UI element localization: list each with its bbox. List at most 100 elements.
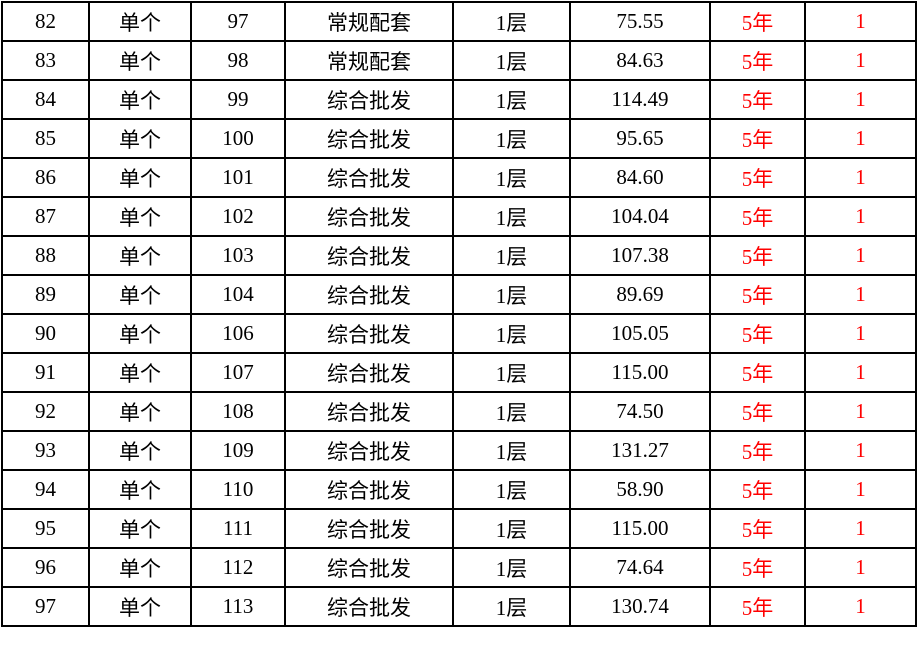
cell-area: 114.49 [569, 79, 711, 120]
cell-use: 综合批发 [284, 547, 454, 588]
cell-qty: 1 [804, 469, 917, 510]
cell-use: 综合批发 [284, 391, 454, 432]
cell-type: 单个 [88, 40, 192, 81]
cell-use: 综合批发 [284, 586, 454, 627]
table-row: 92 单个 108 综合批发 1层 74.50 5年 1 [1, 391, 917, 432]
table-row: 85 单个 100 综合批发 1层 95.65 5年 1 [1, 118, 917, 159]
cell-qty: 1 [804, 1, 917, 42]
cell-floor: 1层 [452, 352, 571, 393]
table-row: 97 单个 113 综合批发 1层 130.74 5年 1 [1, 586, 917, 627]
cell-qty: 1 [804, 508, 917, 549]
cell-term: 5年 [709, 157, 806, 198]
cell-unit: 106 [190, 313, 286, 354]
table-row: 87 单个 102 综合批发 1层 104.04 5年 1 [1, 196, 917, 237]
table-row: 86 单个 101 综合批发 1层 84.60 5年 1 [1, 157, 917, 198]
cell-use: 综合批发 [284, 157, 454, 198]
cell-term: 5年 [709, 586, 806, 627]
cell-floor: 1层 [452, 118, 571, 159]
cell-use: 综合批发 [284, 235, 454, 276]
cell-area: 104.04 [569, 196, 711, 237]
table-row: 96 单个 112 综合批发 1层 74.64 5年 1 [1, 547, 917, 588]
table-row: 88 单个 103 综合批发 1层 107.38 5年 1 [1, 235, 917, 276]
cell-term: 5年 [709, 547, 806, 588]
cell-floor: 1层 [452, 1, 571, 42]
cell-no: 93 [1, 430, 90, 471]
cell-floor: 1层 [452, 430, 571, 471]
cell-term: 5年 [709, 235, 806, 276]
cell-qty: 1 [804, 547, 917, 588]
cell-unit: 111 [190, 508, 286, 549]
cell-unit: 107 [190, 352, 286, 393]
cell-area: 115.00 [569, 508, 711, 549]
cell-term: 5年 [709, 274, 806, 315]
cell-area: 115.00 [569, 352, 711, 393]
cell-term: 5年 [709, 1, 806, 42]
cell-type: 单个 [88, 118, 192, 159]
cell-floor: 1层 [452, 547, 571, 588]
table-row: 90 单个 106 综合批发 1层 105.05 5年 1 [1, 313, 917, 354]
table-row: 95 单个 111 综合批发 1层 115.00 5年 1 [1, 508, 917, 549]
cell-area: 58.90 [569, 469, 711, 510]
cell-qty: 1 [804, 352, 917, 393]
cell-area: 131.27 [569, 430, 711, 471]
cell-term: 5年 [709, 196, 806, 237]
cell-no: 91 [1, 352, 90, 393]
cell-type: 单个 [88, 157, 192, 198]
table-row: 89 单个 104 综合批发 1层 89.69 5年 1 [1, 274, 917, 315]
cell-area: 130.74 [569, 586, 711, 627]
cell-type: 单个 [88, 508, 192, 549]
cell-type: 单个 [88, 274, 192, 315]
cell-floor: 1层 [452, 274, 571, 315]
cell-no: 82 [1, 1, 90, 42]
table-row: 94 单个 110 综合批发 1层 58.90 5年 1 [1, 469, 917, 510]
cell-area: 84.60 [569, 157, 711, 198]
cell-type: 单个 [88, 196, 192, 237]
cell-qty: 1 [804, 79, 917, 120]
cell-floor: 1层 [452, 391, 571, 432]
cell-unit: 113 [190, 586, 286, 627]
cell-type: 单个 [88, 313, 192, 354]
cell-type: 单个 [88, 352, 192, 393]
cell-floor: 1层 [452, 196, 571, 237]
cell-unit: 98 [190, 40, 286, 81]
cell-use: 常规配套 [284, 1, 454, 42]
listing-table: 82 单个 97 常规配套 1层 75.55 5年 1 83 单个 98 常规配套 1层 84.63 5年 1… [1, 1, 917, 627]
table-row: 84 单个 99 综合批发 1层 114.49 5年 1 [1, 79, 917, 120]
cell-area: 74.64 [569, 547, 711, 588]
cell-qty: 1 [804, 313, 917, 354]
cell-floor: 1层 [452, 235, 571, 276]
cell-unit: 110 [190, 469, 286, 510]
cell-no: 89 [1, 274, 90, 315]
cell-use: 综合批发 [284, 469, 454, 510]
cell-term: 5年 [709, 391, 806, 432]
cell-use: 综合批发 [284, 79, 454, 120]
cell-no: 97 [1, 586, 90, 627]
cell-no: 94 [1, 469, 90, 510]
cell-no: 88 [1, 235, 90, 276]
cell-qty: 1 [804, 118, 917, 159]
table-body: 82 单个 97 常规配套 1层 75.55 5年 1 83 单个 98 常规配套 1层 84.63 5年 1… [1, 1, 917, 627]
cell-use: 综合批发 [284, 352, 454, 393]
cell-floor: 1层 [452, 157, 571, 198]
cell-no: 84 [1, 79, 90, 120]
cell-unit: 102 [190, 196, 286, 237]
cell-no: 90 [1, 313, 90, 354]
cell-qty: 1 [804, 196, 917, 237]
table-row: 82 单个 97 常规配套 1层 75.55 5年 1 [1, 1, 917, 42]
cell-qty: 1 [804, 430, 917, 471]
cell-floor: 1层 [452, 586, 571, 627]
cell-term: 5年 [709, 79, 806, 120]
cell-unit: 100 [190, 118, 286, 159]
cell-term: 5年 [709, 313, 806, 354]
cell-term: 5年 [709, 430, 806, 471]
cell-no: 92 [1, 391, 90, 432]
cell-use: 综合批发 [284, 196, 454, 237]
cell-type: 单个 [88, 79, 192, 120]
cell-no: 86 [1, 157, 90, 198]
cell-term: 5年 [709, 469, 806, 510]
cell-use: 综合批发 [284, 508, 454, 549]
cell-no: 83 [1, 40, 90, 81]
cell-unit: 109 [190, 430, 286, 471]
cell-type: 单个 [88, 235, 192, 276]
cell-type: 单个 [88, 1, 192, 42]
